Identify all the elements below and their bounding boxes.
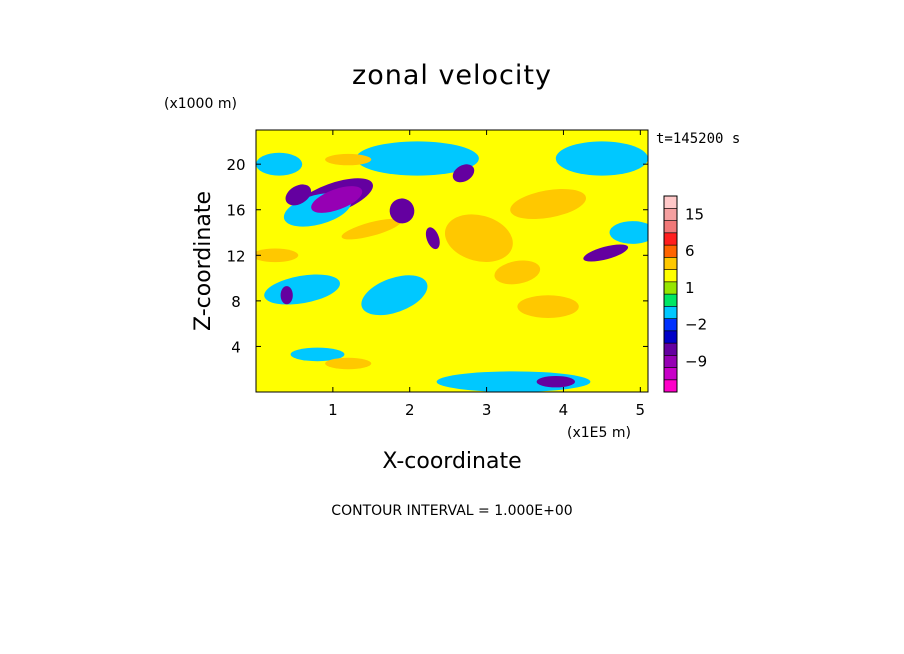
colorbar-swatch xyxy=(663,305,678,319)
velocity-feature xyxy=(452,164,475,183)
x-tick-label: 3 xyxy=(482,401,492,419)
colorbar-swatch xyxy=(663,367,678,381)
colorbar-swatch xyxy=(663,195,678,209)
x-tick-label: 1 xyxy=(328,401,338,419)
colorbar-swatch xyxy=(663,379,678,393)
colorbar-label: 6 xyxy=(685,242,695,260)
velocity-feature xyxy=(325,153,372,166)
colorbar-swatch xyxy=(663,244,678,258)
velocity-feature xyxy=(361,275,428,316)
velocity-feature xyxy=(256,152,303,176)
colorbar-swatch xyxy=(663,220,678,234)
velocity-feature xyxy=(285,184,312,206)
colorbar-swatch xyxy=(663,330,678,344)
y-tick-label: 12 xyxy=(226,247,245,265)
velocity-feature xyxy=(510,188,586,220)
velocity-feature xyxy=(601,323,648,347)
colorbar: 15 6 1 −2 −9 xyxy=(663,195,707,393)
plot-area xyxy=(256,130,648,392)
velocity-feature xyxy=(311,186,363,213)
colorbar-label: 1 xyxy=(685,279,695,297)
colorbar-label: −9 xyxy=(685,352,707,370)
velocity-feature xyxy=(583,244,629,262)
colorbar-label: −2 xyxy=(685,316,707,334)
colorbar-swatch xyxy=(663,318,678,332)
velocity-feature xyxy=(355,141,479,176)
colorbar-swatch xyxy=(663,232,678,246)
x-tick-label: 2 xyxy=(405,401,415,419)
colorbar-swatch xyxy=(663,281,678,295)
x-tick-label: 5 xyxy=(636,401,646,419)
velocity-feature xyxy=(536,376,575,388)
colorbar-swatch xyxy=(663,208,678,221)
velocity-feature xyxy=(256,248,299,263)
colorbar-swatch xyxy=(663,293,678,307)
x-axis: 1 2 3 4 5 xyxy=(328,130,645,419)
y-axis: 4 8 12 16 20 xyxy=(226,156,648,356)
colorbar-swatch xyxy=(663,354,678,368)
x-unit-label: (x1E5 m) xyxy=(567,425,631,441)
velocity-feature xyxy=(555,141,648,176)
chart-title: zonal velocity xyxy=(352,60,552,91)
y-tick-label: 16 xyxy=(226,202,245,220)
colorbar-swatch xyxy=(663,269,678,283)
x-axis-title: X-coordinate xyxy=(382,449,521,474)
y-axis-title: Z-coordinate xyxy=(191,191,216,331)
velocity-feature xyxy=(517,295,579,318)
colorbar-frame xyxy=(663,195,678,393)
plot-frame xyxy=(255,129,649,393)
velocity-feature xyxy=(425,227,440,250)
velocity-feature xyxy=(341,218,402,240)
velocity-feature xyxy=(290,347,345,362)
velocity-feature xyxy=(389,198,415,224)
y-tick-label: 8 xyxy=(231,293,241,311)
colorbar-swatch xyxy=(663,256,678,270)
colorbar-label: 15 xyxy=(685,205,704,223)
colorbar-swatch xyxy=(663,342,678,356)
y-unit-label: (x1000 m) xyxy=(164,96,237,112)
velocity-feature xyxy=(609,221,648,244)
y-tick-label: 4 xyxy=(231,338,241,356)
velocity-feature xyxy=(325,357,372,370)
velocity-feature xyxy=(444,214,513,262)
velocity-feature xyxy=(494,260,541,285)
x-tick-label: 4 xyxy=(559,401,569,419)
contour-interval-note: CONTOUR INTERVAL = 1.000E+00 xyxy=(331,503,572,519)
velocity-feature xyxy=(280,286,293,305)
y-tick-label: 20 xyxy=(226,156,245,174)
time-label: t=145200 s xyxy=(656,131,740,147)
